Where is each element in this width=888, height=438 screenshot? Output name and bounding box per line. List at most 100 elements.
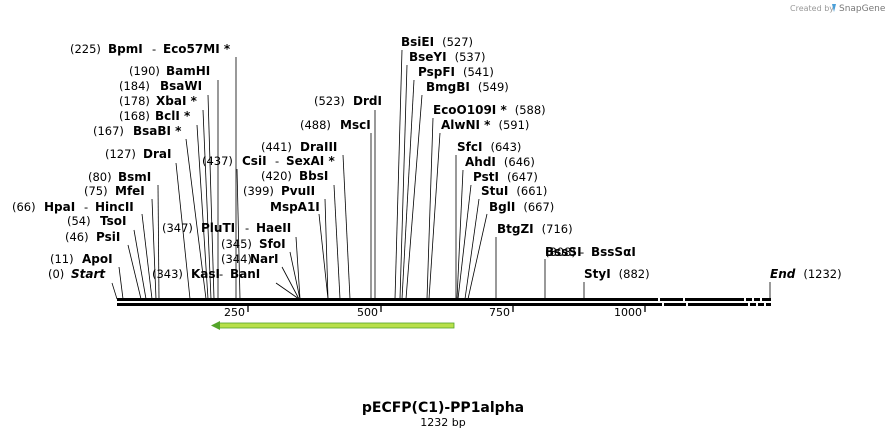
site-label-pspfi[interactable]: (541) PspFI [418, 65, 494, 79]
site-name: BamHI [166, 64, 210, 78]
site-label-bsawi[interactable]: (184) BsaWI [119, 79, 202, 93]
site-position: (345) [221, 237, 252, 251]
site-name: BseYI [409, 50, 447, 64]
site-label-bbsi[interactable]: (420) BbsI [261, 169, 328, 183]
leader-bsawi [207, 94, 215, 300]
site-name-alt: BanI [230, 267, 260, 281]
axis-tick-label: 1000 [614, 306, 642, 319]
site-name: BglI [489, 200, 515, 214]
sequence-length: 1232 bp [420, 416, 465, 429]
leader-bgli [467, 213, 488, 300]
leader-bsabi [185, 138, 207, 300]
feature-arrow-head [211, 321, 220, 330]
site-label-alwni[interactable]: (591) AlwNI * [441, 118, 529, 132]
site-name: MspA1I [270, 200, 320, 214]
site-name: NarI [250, 252, 279, 266]
site-position: (399) [243, 184, 274, 198]
site-position: (646) [504, 155, 535, 169]
brand-label: SnapGene [839, 4, 886, 14]
site-position: (437) [202, 154, 233, 168]
site-label-bseyi[interactable]: (537) BseYI [409, 50, 486, 64]
site-label-tsoi[interactable]: (54) TsoI [67, 214, 126, 228]
site-label-draiii[interactable]: (441) DraIII [261, 140, 337, 154]
site-position: (537) [455, 50, 486, 64]
site-name: BssSI [545, 245, 582, 259]
site-label-start[interactable]: (0) Start [48, 267, 106, 281]
site-name: PspFI [418, 65, 455, 79]
site-position: (661) [516, 184, 547, 198]
site-name: BsaBI * [133, 124, 182, 138]
site-name-alt: HaeII [256, 221, 291, 235]
leader-pluti [295, 236, 301, 300]
site-label-drdi[interactable]: (523) DrdI [314, 94, 382, 108]
site-label-hpai[interactable]: (66) HpaI - HincII [12, 200, 134, 214]
site-label-btgzi[interactable]: (716) BtgZI [497, 222, 573, 236]
site-label-bgli[interactable]: (667) BglI [489, 200, 554, 214]
backbone-top-strand [117, 298, 771, 301]
leader-bcli [196, 124, 209, 300]
site-label-psti[interactable]: (647) PstI [473, 170, 538, 184]
site-label-pvuii[interactable]: (399) PvuII [243, 184, 315, 198]
site-name: BpmI [108, 42, 143, 56]
site-name: MfeI [115, 184, 145, 198]
site-label-bsmi[interactable]: (80) BsmI [88, 170, 151, 184]
site-label-bsabi[interactable]: (167) BsaBI * [93, 124, 182, 138]
leader-kasi [275, 282, 300, 300]
site-position: (882) [619, 267, 650, 281]
leader-nari [281, 266, 300, 300]
site-name: StyI [584, 267, 611, 281]
site-label-psii[interactable]: (46) PsiI [65, 230, 120, 244]
site-position: (344) [221, 252, 252, 266]
site-label-bmgbi[interactable]: (549) BmgBI [426, 80, 509, 94]
site-name: XbaI * [156, 94, 198, 108]
site-label-styi[interactable]: (882) StyI [584, 267, 650, 281]
site-label-end[interactable]: (1232) End [770, 267, 842, 281]
backbone-bottom-strand [117, 303, 771, 306]
site-position: (541) [463, 65, 494, 79]
site-label-csii[interactable]: (437) CsiI - SexAI * [202, 154, 335, 168]
leader-start [111, 282, 118, 300]
site-name: PvuII [281, 184, 315, 198]
site-label-pluti[interactable]: (347) PluTI - HaeII [162, 221, 291, 235]
site-name-separator: - [152, 42, 156, 56]
site-label-bpmi[interactable]: (225) BpmI - Eco57MI * [70, 42, 231, 56]
site-name-separator: - [275, 154, 279, 168]
site-position: (441) [261, 140, 292, 154]
site-label-bamhi[interactable]: (190) BamHI [129, 64, 210, 78]
site-name: EcoO109I * [433, 103, 507, 117]
site-label-sfoi[interactable]: (345) SfoI [221, 237, 286, 251]
site-label-apoi[interactable]: (11) ApoI [50, 252, 113, 266]
site-label-xbai[interactable]: (178) XbaI * [119, 94, 198, 108]
site-position: (168) [119, 109, 150, 123]
leader-mspa1i [318, 213, 329, 300]
site-label-sfci[interactable]: (643) SfcI [457, 140, 521, 154]
site-name: BbsI [299, 169, 328, 183]
site-position: (0) [48, 267, 64, 281]
site-label-ecoo109i[interactable]: (588) EcoO109I * [433, 103, 546, 117]
site-label-mspa1i[interactable]: MspA1I [270, 200, 320, 214]
site-label-bsssi[interactable]: (808)BssSI- BssSαI [545, 245, 636, 259]
site-position: (54) [67, 214, 91, 228]
leader-draiii [342, 154, 351, 300]
site-position: (190) [129, 64, 160, 78]
site-position: (347) [162, 221, 193, 235]
site-label-drai[interactable]: (127) DraI [105, 147, 171, 161]
site-name-separator: - [219, 267, 223, 281]
site-position: (420) [261, 169, 292, 183]
site-label-msci[interactable]: (488) MscI [300, 118, 371, 132]
site-leader-lines [111, 49, 771, 300]
site-position: (80) [88, 170, 112, 184]
site-name: TsoI [100, 214, 126, 228]
site-label-stui[interactable]: (661) StuI [481, 184, 547, 198]
site-position: (1232) [803, 267, 841, 281]
site-label-ahdi[interactable]: (646) AhdI [465, 155, 535, 169]
leader-drai [175, 162, 191, 300]
site-label-bcli[interactable]: (168) BclI * [119, 109, 191, 123]
feature-arrow-body [218, 322, 455, 329]
site-label-mfei[interactable]: (75) MfeI [84, 184, 145, 198]
site-label-nari[interactable]: (344)NarI [221, 252, 279, 266]
site-label-kasi[interactable]: (343) KasI- BanI [152, 267, 260, 281]
site-label-bsiei[interactable]: (527) BsiEI [401, 35, 473, 49]
site-name: CsiI [242, 154, 267, 168]
backbone-break-marks [658, 298, 766, 306]
